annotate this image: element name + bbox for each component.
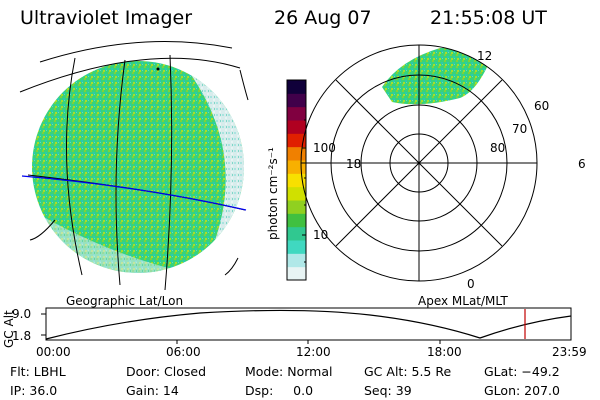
time-tick-1200: 12:00: [296, 345, 331, 359]
dsp-status: Dsp: 0.0: [245, 383, 314, 398]
filter-status: Flt: LBHL: [10, 364, 66, 379]
mlat-label-60: 60: [534, 99, 549, 113]
colorbar-tick-100: 100: [313, 141, 336, 155]
colorbar-segment: [287, 146, 306, 161]
mlat-label-70: 70: [512, 122, 527, 136]
colorbar: [287, 80, 306, 281]
apex-panel-label: Apex MLat/MLT: [418, 294, 508, 308]
altitude-curve: [45, 309, 572, 340]
geographic-longitude-status: GLon: 207.0: [484, 383, 560, 398]
time-tick-1800: 18:00: [427, 345, 462, 359]
marker-dot: [156, 67, 160, 71]
colorbar-tick-10: 10: [313, 228, 328, 242]
gain-status: Gain: 14: [126, 383, 179, 398]
mlt-label-6: 6: [578, 157, 586, 171]
colorbar-segment: [287, 106, 306, 121]
geographic-image: [32, 61, 244, 273]
altitude-strip: [41, 307, 572, 344]
colorbar-segment: [287, 173, 306, 188]
colorbar-ticks: [302, 119, 306, 263]
colorbar-segment: [287, 160, 306, 174]
altitude-tick-1.8: 1.8: [12, 329, 31, 343]
colorbar-segment: [287, 200, 306, 214]
ip-status: IP: 36.0: [10, 383, 58, 398]
colorbar-unit-label: photon cm⁻²s⁻¹: [266, 147, 280, 240]
colorbar-segment: [287, 93, 306, 108]
equator-line: [21, 175, 247, 211]
gc-altitude-status: GC Alt: 5.5 Re: [364, 364, 452, 379]
imager-title: Ultraviolet Imager: [20, 7, 193, 29]
geographic-panel-label: Geographic Lat/Lon: [66, 294, 183, 308]
geographic-latitude-status: GLat: −49.2: [484, 364, 560, 379]
time-tick-0000: 00:00: [36, 345, 71, 359]
mode-status: Mode: Normal: [245, 364, 333, 379]
observation-date: 26 Aug 07: [274, 7, 372, 29]
altitude-tick-9: 9.0: [12, 307, 31, 321]
time-tick-0600: 06:00: [166, 345, 201, 359]
colorbar-segment: [287, 213, 306, 228]
mlat-label-80: 80: [490, 141, 505, 155]
colorbar-segment: [287, 226, 306, 241]
colorbar-segment: [287, 186, 306, 201]
door-status: Door: Closed: [126, 364, 207, 379]
polar-grid: [300, 44, 538, 282]
mlt-label-18: 18: [346, 157, 361, 171]
colorbar-segment: [287, 133, 306, 148]
polar-image: [382, 48, 495, 105]
colorbar-segment: [287, 253, 306, 268]
altitude-axis-label: GC Alt: [2, 310, 16, 348]
observation-time: 21:55:08 UT: [430, 7, 547, 29]
mlt-label-0: 0: [467, 277, 475, 291]
mlt-label-12: 12: [477, 49, 492, 63]
colorbar-segment: [287, 240, 306, 254]
colorbar-frame: [286, 79, 307, 281]
time-tick-2359: 23:59: [552, 345, 587, 359]
colorbar-segment: [287, 266, 306, 281]
colorbar-segment: [287, 120, 306, 134]
colorbar-segment: [287, 80, 306, 94]
sequence-status: Seq: 39: [364, 383, 412, 398]
